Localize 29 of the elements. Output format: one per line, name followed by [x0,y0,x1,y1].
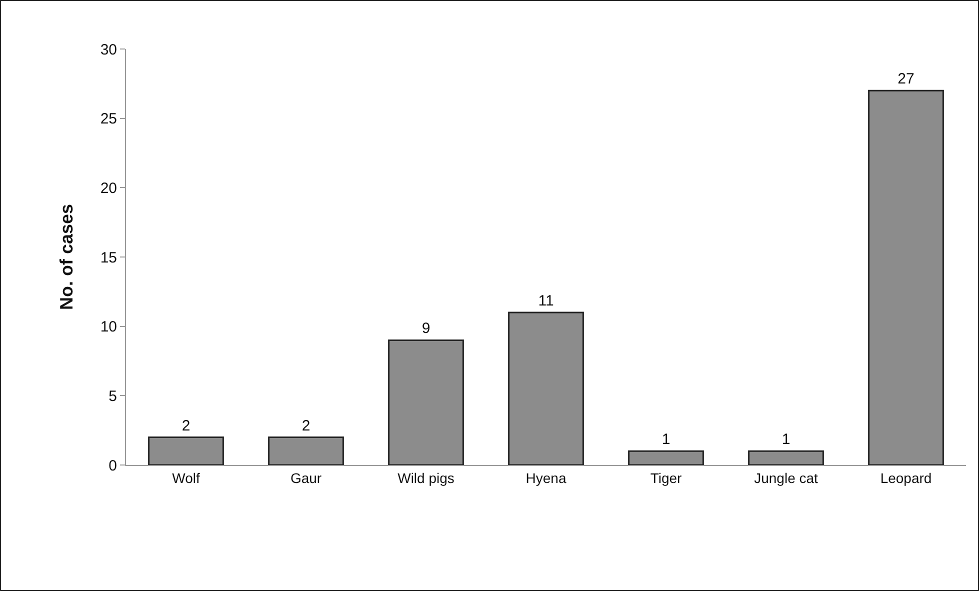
y-tick-label: 0 [108,457,117,474]
data-label: 27 [898,70,914,88]
bar [748,450,824,465]
bar [388,339,464,465]
data-label: 11 [538,292,554,310]
bar [148,436,224,465]
x-tick-label: Leopard [880,470,932,486]
bar [628,450,704,465]
x-tick-label: Wild pigs [398,470,454,486]
x-tick-label: Tiger [650,470,682,486]
data-label: 1 [662,431,670,448]
x-tick-label: Jungle cat [754,470,818,486]
bar [268,436,344,465]
y-tick-label: 5 [108,388,117,405]
y-tick-label: 15 [100,249,117,266]
bar [868,90,944,465]
y-axis-title: No. of cases [56,204,77,310]
y-tick-label: 10 [100,318,117,336]
y-tick-label: 30 [100,41,117,58]
x-tick-label: Hyena [526,470,566,486]
x-tick-label: Gaur [290,470,322,486]
bar [508,312,584,465]
data-label: 9 [422,320,430,338]
y-tick-label: 20 [100,180,117,197]
data-label: 2 [182,417,190,434]
x-tick-label: Wolf [172,470,200,486]
data-label: 1 [782,431,790,448]
y-tick-label: 25 [100,110,117,128]
data-label: 2 [302,417,310,434]
